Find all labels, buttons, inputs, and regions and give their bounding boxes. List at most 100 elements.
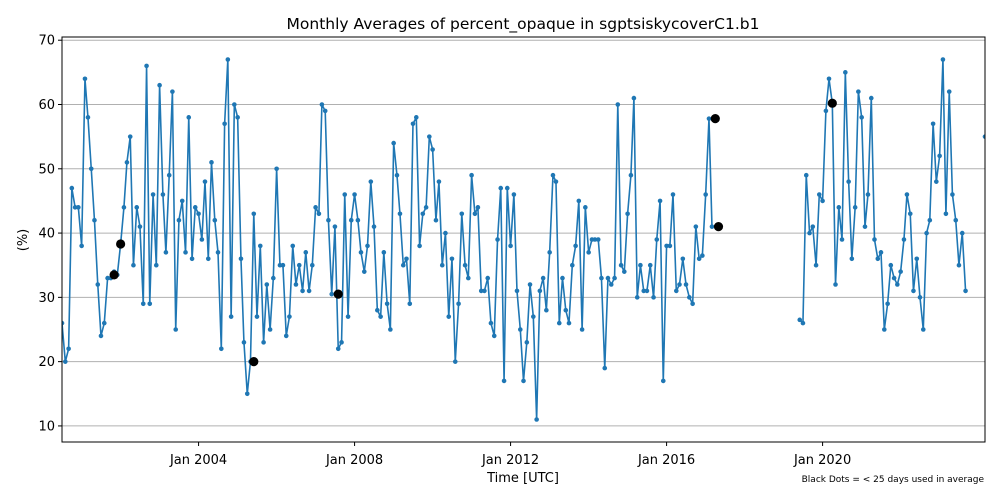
data-point [215, 250, 221, 255]
data-point [930, 121, 936, 127]
data-point [696, 256, 702, 262]
data-point [634, 295, 640, 300]
data-point [843, 70, 848, 75]
data-point [550, 172, 556, 178]
data-point [797, 317, 803, 323]
data-point [914, 256, 920, 262]
data-point [820, 198, 825, 204]
data-point [807, 230, 812, 236]
data-point [709, 224, 715, 229]
data-point [381, 250, 387, 255]
data-point [105, 275, 110, 281]
data-point [651, 295, 656, 300]
series-layer [62, 57, 985, 422]
data-point [491, 333, 497, 339]
data-point [826, 76, 832, 82]
data-point [413, 115, 419, 120]
data-point [631, 95, 637, 101]
data-point [485, 275, 491, 281]
data-point [150, 192, 156, 197]
data-point [296, 262, 302, 268]
data-point [660, 378, 666, 384]
data-point [79, 243, 84, 249]
data-point [563, 307, 569, 313]
flagged-point [713, 222, 724, 232]
data-point [319, 102, 325, 107]
data-point [687, 295, 692, 300]
data-point [891, 275, 897, 281]
data-point [394, 172, 400, 178]
data-point [670, 192, 676, 197]
y-tick-label: 50 [38, 162, 55, 177]
footnote: Black Dots = < 25 days used in average [802, 475, 985, 485]
data-point [856, 89, 861, 94]
data-point [823, 108, 829, 114]
data-point [654, 237, 660, 242]
data-point [553, 179, 559, 184]
data-point [680, 256, 686, 262]
flagged-point [333, 289, 343, 299]
y-tick-label: 20 [38, 355, 55, 370]
data-point [534, 417, 539, 422]
data-point [140, 301, 146, 307]
flagged-point [109, 270, 119, 280]
data-point [98, 333, 104, 339]
data-point [449, 256, 455, 262]
data-point [888, 262, 894, 268]
data-point [868, 95, 874, 101]
data-point [222, 121, 227, 127]
data-point [446, 314, 452, 319]
data-point [664, 243, 669, 249]
data-point [927, 217, 933, 223]
data-point [872, 237, 877, 242]
data-point [254, 314, 260, 319]
data-point [953, 217, 959, 223]
data-point [309, 262, 315, 268]
flagged-point [249, 357, 259, 367]
data-point [595, 237, 601, 242]
data-point [316, 211, 322, 217]
data-point [95, 282, 101, 287]
data-point [72, 205, 78, 210]
data-point [579, 327, 585, 332]
data-point [326, 217, 331, 223]
data-point [355, 217, 361, 223]
data-point [583, 205, 588, 210]
data-point [540, 275, 546, 281]
data-point [459, 211, 465, 217]
data-point [920, 327, 926, 332]
data-point [498, 185, 504, 191]
data-point [271, 275, 276, 281]
data-point [531, 314, 536, 319]
data-point [306, 288, 312, 294]
data-point [576, 198, 582, 204]
data-point [901, 237, 907, 242]
data-point [339, 340, 344, 345]
data-point [251, 211, 257, 217]
data-point [612, 275, 617, 281]
data-point [836, 205, 842, 210]
data-point [186, 115, 192, 120]
data-point [690, 301, 695, 307]
data-point [943, 211, 949, 217]
data-point [859, 115, 864, 120]
data-point [810, 224, 816, 229]
data-point [62, 320, 65, 326]
data-point [303, 250, 309, 255]
data-point [641, 288, 647, 294]
data-point [466, 275, 471, 281]
data-point [290, 243, 296, 249]
data-point [608, 282, 614, 287]
y-tick-label: 60 [38, 98, 55, 113]
data-point [361, 269, 367, 274]
data-point [803, 172, 809, 178]
data-point [183, 250, 188, 255]
data-point [63, 359, 68, 364]
data-point [703, 192, 708, 197]
data-point [192, 205, 198, 210]
data-point [527, 282, 533, 287]
data-point [332, 224, 338, 229]
data-point [348, 217, 354, 223]
